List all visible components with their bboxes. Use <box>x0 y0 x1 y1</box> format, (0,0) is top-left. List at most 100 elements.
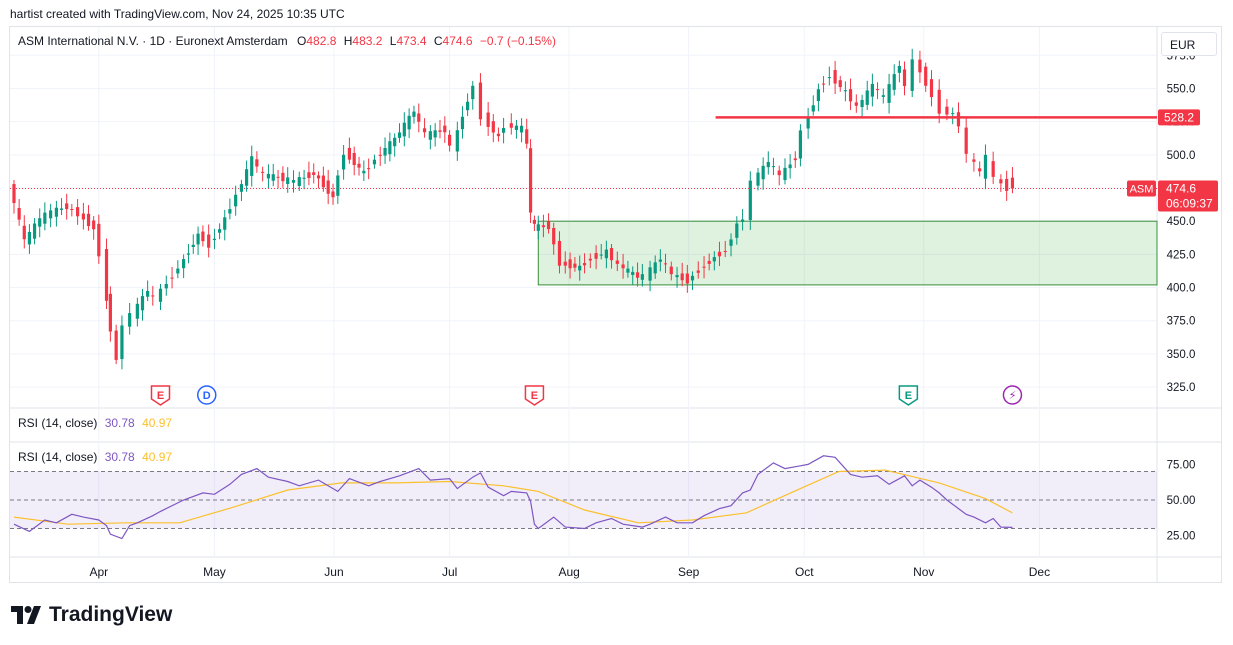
candle-body <box>892 74 896 90</box>
candle-body <box>114 330 118 360</box>
candle-body <box>821 83 826 85</box>
time-tick-label: Apr <box>89 565 108 579</box>
last-price-tag-text: 474.6 <box>1166 182 1196 196</box>
candle-body <box>151 295 155 297</box>
candle-body <box>255 159 259 167</box>
candle-body <box>372 159 377 165</box>
candle-body <box>212 238 217 241</box>
candle-body <box>271 174 275 181</box>
candle-body <box>991 161 995 177</box>
symbol-tag-text: ASM <box>1130 184 1154 196</box>
time-tick-label: Jun <box>324 565 343 579</box>
candle-body <box>496 133 501 137</box>
candle-body <box>261 171 265 173</box>
candle-body <box>43 212 47 224</box>
candle-body <box>393 137 397 147</box>
candle-body <box>428 131 432 140</box>
candle-body <box>918 59 922 73</box>
candle-body <box>827 77 831 79</box>
candle-body <box>486 112 490 127</box>
candle-body <box>191 244 195 247</box>
candle-body <box>433 130 437 138</box>
candle-body <box>578 265 582 271</box>
candle-body <box>669 266 673 275</box>
earnings-marker-icon[interactable] <box>150 385 171 406</box>
rsi-legend-lower: RSI (14, close) 30.78 40.97 <box>18 450 172 464</box>
rsi-line <box>13 455 1013 540</box>
candle-body <box>455 130 459 152</box>
earnings-marker-icon[interactable] <box>524 385 545 406</box>
candle-body <box>696 270 700 273</box>
candle-body <box>471 85 475 100</box>
price-tick-label: 500.0 <box>1167 150 1196 162</box>
event-marker-label: D <box>203 390 211 402</box>
candle-body <box>196 233 200 245</box>
candle-body <box>999 179 1003 184</box>
candle-body <box>186 253 191 255</box>
candle-body <box>519 125 524 133</box>
tradingview-logo[interactable]: TradingView <box>11 603 172 627</box>
candle-body <box>514 125 519 130</box>
candle-body <box>945 106 949 115</box>
candle-body <box>766 161 770 168</box>
candle-body <box>201 231 205 242</box>
rsi-legend-label: RSI (14, close) <box>18 450 98 464</box>
candle-body <box>397 132 402 138</box>
candle-body <box>854 102 858 106</box>
candle-body <box>525 129 529 144</box>
candle-body <box>675 275 679 278</box>
candle-body <box>783 167 787 181</box>
price-tick-label: 425.0 <box>1167 249 1196 261</box>
rsi-legend-label: RSI (14, close) <box>18 416 98 430</box>
candle-body <box>276 176 280 178</box>
candle-body <box>707 260 711 264</box>
candle-body <box>798 130 803 159</box>
candle-body <box>635 272 640 278</box>
candle-body <box>626 268 630 273</box>
candle-body <box>690 275 695 281</box>
candle-body <box>97 223 101 257</box>
candle-body <box>378 154 382 156</box>
attribution: hartist created with TradingView.com, No… <box>10 7 345 21</box>
candle-body <box>239 184 244 192</box>
candle-body <box>22 225 26 240</box>
candle-body <box>648 267 652 281</box>
candle-body <box>297 177 301 186</box>
candle-body <box>383 148 387 156</box>
currency-button[interactable]: EUR <box>1161 32 1217 56</box>
candle-body <box>412 111 416 117</box>
candle-body <box>509 123 513 128</box>
change-value: −0.7 (−0.15%) <box>479 34 556 48</box>
candle-body <box>54 207 59 217</box>
candle-body <box>875 89 880 91</box>
candle-body <box>307 172 311 178</box>
candle-body <box>838 80 842 88</box>
candle-body <box>422 128 427 133</box>
candle-body <box>640 274 644 280</box>
candle-body <box>964 127 968 154</box>
candle-body <box>207 234 211 248</box>
candle-body <box>460 116 465 130</box>
candle-body <box>631 271 635 276</box>
candle-body <box>407 115 411 130</box>
candle-body <box>402 122 406 137</box>
candle-body <box>501 128 506 133</box>
candle-body <box>146 290 150 297</box>
candle-body <box>104 249 109 301</box>
event-marker-label: E <box>157 390 164 402</box>
candle-body <box>223 217 227 230</box>
candle-body <box>17 207 21 220</box>
candle-body <box>881 95 885 97</box>
candle-body <box>983 154 988 179</box>
candle-body <box>972 159 976 162</box>
earnings-marker-icon[interactable] <box>898 385 919 406</box>
candle-body <box>532 219 537 224</box>
symbol-title: ASM International N.V. · 1D · Euronext A… <box>18 34 288 48</box>
candle-body <box>937 89 941 114</box>
rsi-ma-line <box>13 469 1013 525</box>
dividend-marker-icon[interactable] <box>197 385 217 405</box>
candle-body <box>793 158 797 161</box>
candle-body <box>170 277 174 279</box>
split-marker-icon[interactable] <box>1002 385 1023 405</box>
